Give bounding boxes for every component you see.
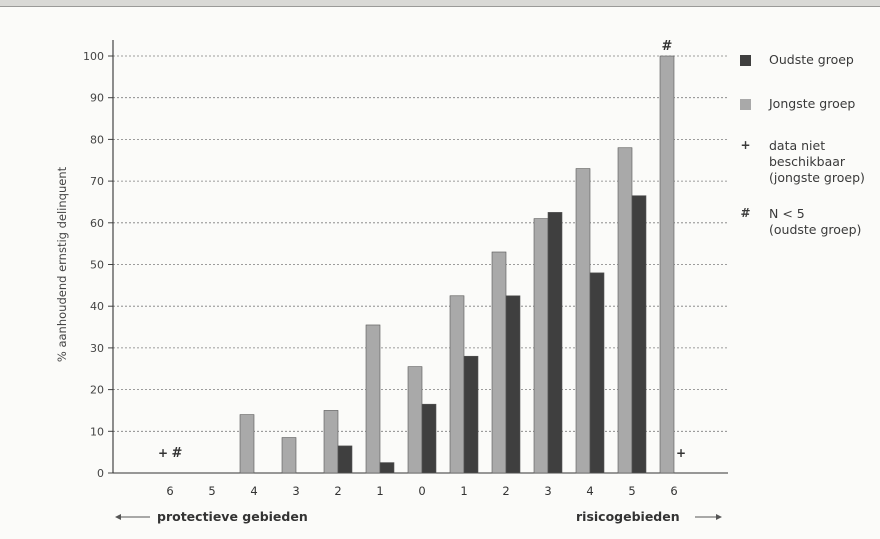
legend-swatch-jongste: [740, 99, 751, 110]
legend-item-oudste: Oudste groep: [740, 52, 854, 68]
x-tick-label: 3: [292, 484, 299, 498]
legend-label-jongste: Jongste groep: [769, 96, 856, 111]
x-tick-label: 3: [544, 484, 551, 498]
y-tick-label: 40: [90, 300, 104, 313]
bar-jongste: [491, 251, 507, 474]
x-tick-label: 4: [250, 484, 257, 498]
bar-oudste: [505, 295, 521, 474]
y-tick-label: 0: [97, 467, 104, 480]
legend-label-oudste: Oudste groep: [769, 52, 854, 67]
top-rule: [0, 0, 880, 7]
legend-item-jongste: Jongste groep: [740, 96, 855, 112]
left-arrow-icon: [115, 514, 121, 520]
not-available-marker: +: [158, 446, 168, 460]
bar-oudste: [547, 212, 563, 474]
legend-item-small-n: # N < 5 (oudste groep): [740, 206, 861, 238]
y-tick-label: 100: [83, 50, 104, 63]
x-tick-label: 5: [208, 484, 215, 498]
plus-marker-icon: +: [740, 138, 751, 152]
legend-item-not-available: + data niet beschikbaar (jongste groep): [740, 138, 865, 186]
bar-jongste: [281, 437, 297, 474]
x-tick-label: 5: [628, 484, 635, 498]
y-tick-label: 80: [90, 133, 104, 146]
annotation-risk: risicogebieden: [576, 509, 680, 524]
bar-oudste: [589, 272, 605, 474]
bar-oudste: [463, 355, 479, 474]
x-tick-label: 6: [670, 484, 677, 498]
bar-jongste: [365, 324, 381, 474]
y-axis-label: % aanhoudend ernstig delinquent: [55, 166, 69, 362]
bar-oudste: [631, 195, 647, 474]
bar-oudste: [379, 462, 395, 474]
y-tick-label: 20: [90, 384, 104, 397]
bar-jongste: [323, 410, 339, 474]
x-tick-label: 1: [460, 484, 467, 498]
bar-jongste: [407, 366, 423, 474]
x-tick-label: 6: [166, 484, 173, 498]
bar-jongste: [617, 147, 633, 474]
bar-jongste: [449, 295, 465, 474]
y-tick-label: 50: [90, 259, 104, 272]
bar-jongste: [533, 218, 549, 474]
bar-jongste: [239, 414, 255, 474]
small-n-marker: #: [662, 39, 673, 54]
bar-oudste: [337, 445, 353, 474]
bar-jongste: [575, 168, 591, 474]
x-tick-label: 2: [334, 484, 341, 498]
y-tick-label: 60: [90, 217, 104, 230]
hash-marker-icon: #: [740, 206, 751, 220]
x-tick-label: 2: [502, 484, 509, 498]
y-tick-label: 10: [90, 425, 104, 438]
annotation-protective: protectieve gebieden: [157, 509, 308, 524]
right-arrow-icon: [716, 514, 722, 520]
bar-oudste: [421, 403, 437, 474]
small-n-marker: #: [172, 446, 183, 461]
legend-label-small-n: N < 5 (oudste groep): [769, 206, 862, 237]
x-tick-label: 0: [418, 484, 425, 498]
y-tick-label: 30: [90, 342, 104, 355]
not-available-marker: +: [676, 446, 686, 460]
bar-jongste: [659, 55, 675, 474]
y-tick-label: 90: [90, 92, 104, 105]
legend-label-not-available: data niet beschikbaar (jongste groep): [769, 138, 865, 185]
y-tick-label: 70: [90, 175, 104, 188]
legend-swatch-oudste: [740, 55, 751, 66]
x-tick-label: 1: [376, 484, 383, 498]
x-tick-label: 4: [586, 484, 593, 498]
